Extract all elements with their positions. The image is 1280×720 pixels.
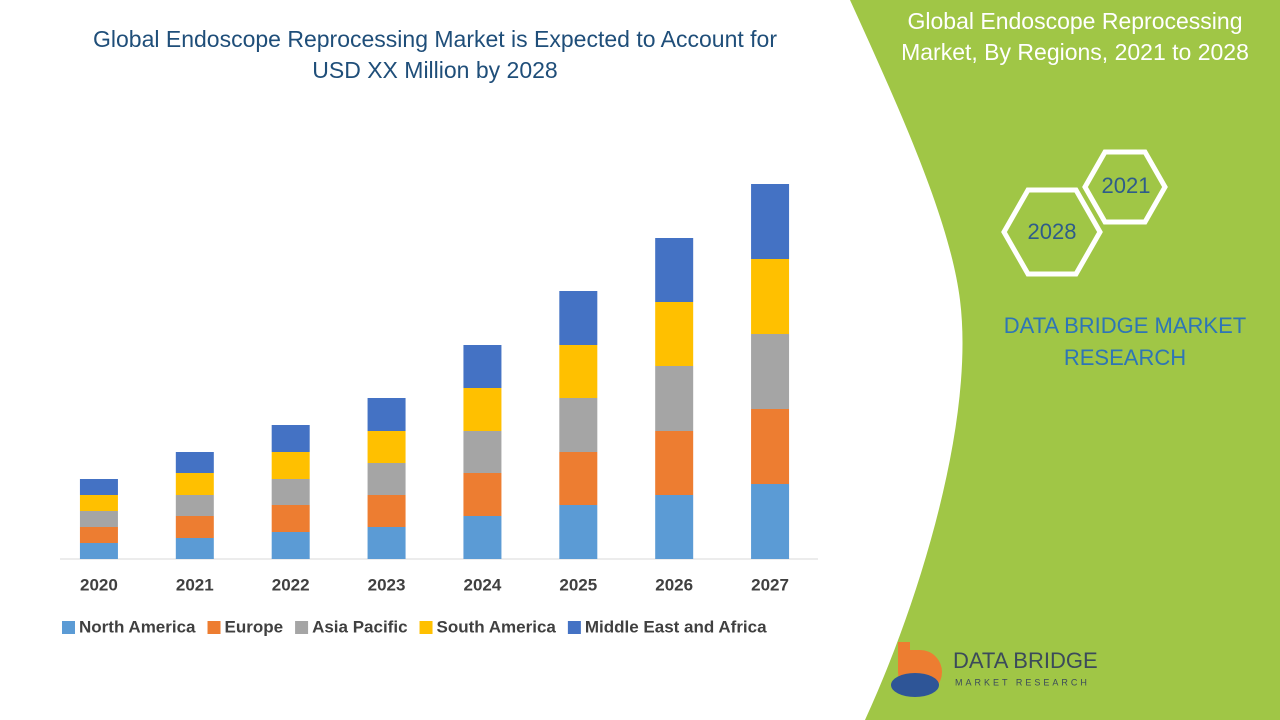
brand-box: DATA BRIDGE MARKET RESEARCH [1003, 313, 1247, 370]
bar-segment [655, 238, 694, 302]
x-tick-label: 2023 [368, 575, 406, 594]
bar-segment [367, 463, 406, 495]
legend-label: South America [437, 617, 557, 636]
x-tick-label: 2025 [559, 575, 597, 594]
x-tick-label: 2020 [80, 575, 118, 594]
legend-label: North America [79, 617, 196, 636]
logo-tagline: MARKET RESEARCH [955, 677, 1090, 687]
bar-segment [175, 495, 214, 516]
bar-segment [751, 484, 790, 559]
bar-segment [463, 473, 502, 516]
bar-segment [367, 431, 406, 463]
x-tick-label: 2026 [655, 575, 693, 594]
legend-swatch [567, 621, 581, 634]
bar-segment [655, 495, 694, 559]
legend-swatch [62, 621, 75, 634]
bar-segment [655, 431, 694, 495]
bar-segment [751, 334, 790, 409]
hexagon [1082, 149, 1168, 225]
bar-segment [463, 431, 502, 473]
bar-segment [655, 302, 694, 366]
bar-segment [655, 366, 694, 431]
legend-swatch [207, 621, 221, 634]
logo-icon [891, 673, 939, 697]
x-tick-label: 2022 [272, 575, 310, 594]
logo-name: DATA BRIDGE [953, 648, 1098, 673]
bar-segment [79, 479, 118, 495]
bar-segment [367, 398, 406, 431]
hex-label: 2021 [1102, 173, 1151, 198]
bar-segment [463, 345, 502, 388]
legend-label: Europe [225, 617, 284, 636]
bar-segment [79, 527, 118, 543]
bar-segment [175, 452, 214, 473]
hex-label: 2028 [1028, 219, 1077, 244]
bar-segment [175, 516, 214, 538]
bar-segment [175, 473, 214, 495]
sidebar-title: Global Endoscope Reprocessing Market, By… [901, 8, 1249, 65]
bar-segment [751, 184, 790, 259]
legend-label: Middle East and Africa [585, 617, 767, 636]
bar-segment [559, 345, 598, 398]
bar-segment [367, 495, 406, 527]
bar-segment [751, 409, 790, 484]
bar-segment [79, 511, 118, 527]
legend-label: Asia Pacific [312, 617, 407, 636]
sidebar-bg [850, 0, 1280, 720]
bar-segment [559, 505, 598, 559]
sidebar-brand: DATA BRIDGE MARKET RESEARCH [1003, 313, 1247, 370]
bar-segment [463, 388, 502, 431]
sidebar-title-box: Global Endoscope Reprocessing Market, By… [901, 8, 1249, 65]
x-tick-label: 2024 [464, 575, 502, 594]
legend-swatch [419, 621, 433, 634]
bar-segment [559, 452, 598, 505]
chart-title: Global Endoscope Reprocessing Market is … [93, 26, 777, 83]
legend-swatch [295, 621, 309, 634]
bar-segment [367, 527, 406, 559]
bar-segment [271, 479, 310, 505]
bar-segment [559, 398, 598, 452]
bar-segment [751, 259, 790, 334]
x-tick-label: 2021 [176, 575, 214, 594]
bar-segment [271, 425, 310, 452]
bar-segment [271, 452, 310, 479]
x-tick-label: 2027 [751, 575, 789, 594]
title-box: Global Endoscope Reprocessing Market is … [93, 26, 777, 83]
bar-segment [79, 495, 118, 511]
bar-segment [271, 532, 310, 559]
hexagon [1001, 187, 1103, 277]
bar-segment [559, 291, 598, 345]
bar-segment [271, 505, 310, 532]
bar-segment [463, 516, 502, 559]
bar-segment [175, 538, 214, 559]
bar-segment [79, 543, 118, 559]
